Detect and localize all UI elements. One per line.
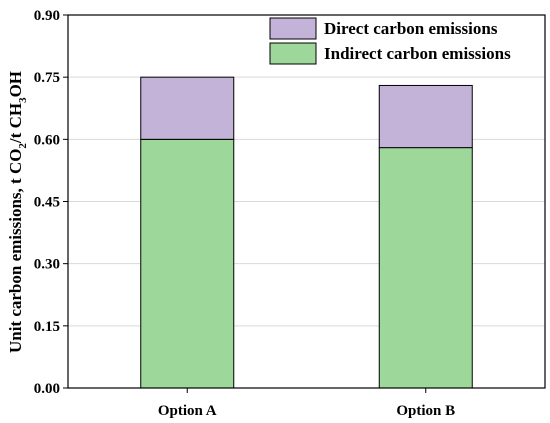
axes: Option A Option B 0.00 0.15 0.30 0.45 0.60 0.75… — [34, 8, 546, 419]
bar-indirect-option-b — [378, 147, 473, 389]
legend-label-direct: Direct carbon emissions — [324, 19, 498, 38]
legend-swatch-direct — [269, 17, 317, 40]
y-tick-label-1: 0.15 — [34, 319, 60, 335]
bar-direct-option-a — [140, 76, 235, 140]
legend-swatch-indirect — [269, 42, 317, 65]
y-tick-label-3: 0.45 — [34, 195, 60, 211]
y-axis-label: Unit carbon emissions, t CO2/t CH3OH — [6, 71, 29, 353]
legend: Direct carbon emissions Indirect carbon e… — [269, 17, 511, 65]
x-tick-label-option-a: Option A — [158, 403, 217, 419]
x-tick-label-option-b: Option B — [396, 403, 455, 419]
bar-indirect-option-a — [140, 138, 235, 389]
y-tick-label-5: 0.75 — [34, 70, 60, 86]
y-tick-label-6: 0.90 — [34, 8, 60, 24]
gridlines — [68, 76, 545, 327]
legend-label-indirect: Indirect carbon emissions — [324, 44, 511, 63]
bar-direct-option-b — [378, 84, 473, 149]
y-tick-label-2: 0.30 — [34, 257, 60, 273]
bars — [140, 76, 473, 389]
y-tick-label-0: 0.00 — [34, 381, 60, 397]
y-tick-label-4: 0.60 — [34, 132, 60, 148]
